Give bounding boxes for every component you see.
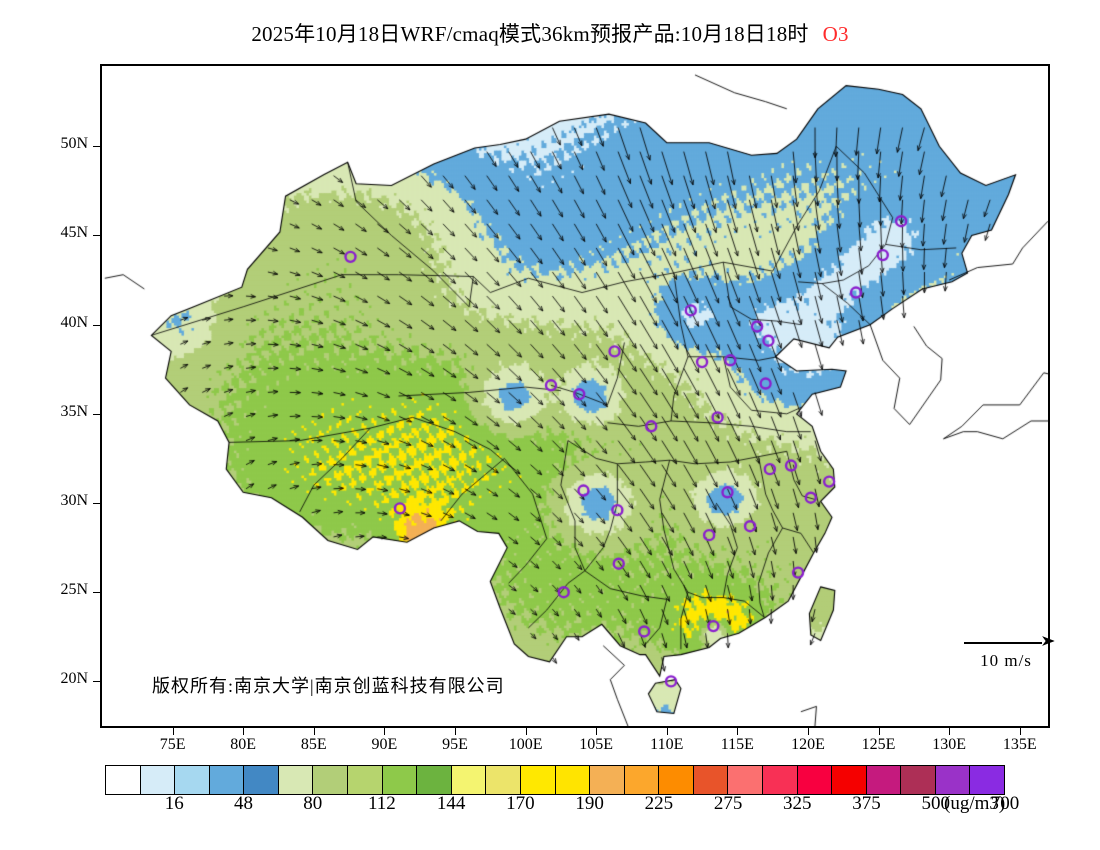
x-axis-label: 85E <box>300 736 327 753</box>
colorbar-swatch[interactable] <box>901 766 936 794</box>
y-axis-label: 45N <box>60 224 88 242</box>
colorbar-swatch[interactable] <box>590 766 625 794</box>
colorbar-swatch[interactable] <box>175 766 210 794</box>
y-axis-label: 35N <box>60 402 88 420</box>
colorbar-swatch[interactable] <box>209 766 245 794</box>
x-axis-tick <box>454 728 456 735</box>
x-axis-tick <box>384 728 386 735</box>
colorbar-swatch[interactable] <box>348 766 383 794</box>
y-axis-label: 25N <box>60 581 88 599</box>
colorbar-swatch[interactable] <box>866 766 902 794</box>
x-axis-label: 125E <box>861 736 896 753</box>
colorbar-swatch[interactable] <box>555 766 591 794</box>
x-axis-label: 130E <box>932 736 967 753</box>
x-axis-tick <box>949 728 951 735</box>
x-axis-label: 135E <box>1002 736 1037 753</box>
y-axis-label: 20N <box>60 670 88 688</box>
colorbar-tick-label: 225 <box>644 793 674 814</box>
colorbar-swatch[interactable] <box>970 766 1005 794</box>
colorbar-tick-label: 80 <box>303 793 323 814</box>
x-axis-tick <box>596 728 598 735</box>
colorbar-swatch[interactable] <box>935 766 971 794</box>
colorbar-swatch[interactable] <box>762 766 798 794</box>
x-axis-label: 75E <box>159 736 186 753</box>
colorbar[interactable] <box>105 765 1005 795</box>
y-axis-label: 50N <box>60 135 88 153</box>
y-axis-tick <box>93 146 100 148</box>
x-axis-tick <box>243 728 245 735</box>
colorbar-swatch[interactable] <box>624 766 660 794</box>
x-axis-label: 105E <box>579 736 614 753</box>
x-axis-tick <box>172 728 174 735</box>
x-axis-label: 115E <box>720 736 754 753</box>
y-axis-tick <box>93 681 100 683</box>
colorbar-tick-label: 170 <box>506 793 535 814</box>
colorbar-tick-label: 48 <box>233 793 253 814</box>
colorbar-swatch[interactable] <box>417 766 452 794</box>
x-axis-label: 95E <box>442 736 468 753</box>
colorbar-tick-label: 275 <box>713 793 743 814</box>
colorbar-swatch[interactable] <box>106 766 141 794</box>
y-axis-label: 30N <box>60 492 88 510</box>
colorbar-unit-label: (ug/m3) <box>944 793 1006 814</box>
colorbar-tick-label: 375 <box>852 793 881 814</box>
wind-arrow-icon <box>958 636 1055 650</box>
colorbar-swatch[interactable] <box>451 766 487 794</box>
x-axis-label: 120E <box>791 736 825 753</box>
colorbar-tick-label: 112 <box>368 793 396 814</box>
colorbar-swatch[interactable] <box>728 766 763 794</box>
colorbar-tick-label: 700 <box>990 793 1020 814</box>
forecast-map-canvas[interactable] <box>102 66 1048 726</box>
y-axis-tick <box>93 592 100 594</box>
colorbar-tick-label: 144 <box>436 793 466 814</box>
x-axis-tick <box>878 728 880 735</box>
x-axis-tick <box>525 728 527 735</box>
colorbar-tick-label: 500 <box>921 793 951 814</box>
colorbar-swatch[interactable] <box>659 766 694 794</box>
colorbar-swatch[interactable] <box>140 766 176 794</box>
wind-vector-key: 10 m/s <box>958 636 1055 671</box>
copyright-text: 版权所有:南京大学|南京创蓝科技有限公司 <box>152 676 505 696</box>
colorbar-swatch[interactable] <box>832 766 867 794</box>
colorbar-swatch[interactable] <box>278 766 314 794</box>
x-axis-label: 90E <box>371 736 398 753</box>
y-axis-tick <box>93 235 100 237</box>
colorbar-tick-label: 190 <box>575 793 604 814</box>
y-axis-tick <box>93 413 100 415</box>
colorbar-tick-label: 16 <box>164 793 184 814</box>
chart-title: 2025年10月18日WRF/cmaq模式36km预报产品:10月18日18时 O… <box>0 18 1100 48</box>
x-axis-tick <box>666 728 668 735</box>
colorbar-swatch[interactable] <box>693 766 729 794</box>
x-axis-label: 100E <box>508 736 543 753</box>
title-species-label: O3 <box>822 22 849 46</box>
y-axis-tick <box>93 324 100 326</box>
title-main-text: 2025年10月18日WRF/cmaq模式36km预报产品:10月18日18时 <box>251 22 809 46</box>
x-axis-tick <box>737 728 739 735</box>
map-plot-frame[interactable] <box>100 64 1050 728</box>
colorbar-tick-labels: 16 48 80 112 144 170 190 225 275 325 375 500 700 <box>105 793 1020 817</box>
colorbar-swatch[interactable] <box>520 766 556 794</box>
y-axis-tick <box>93 503 100 505</box>
y-axis-label: 40N <box>60 313 88 331</box>
x-axis-tick <box>807 728 809 735</box>
x-axis-tick <box>1019 728 1021 735</box>
x-axis-tick <box>313 728 315 735</box>
colorbar-swatch[interactable] <box>797 766 833 794</box>
wind-key-label: 10 m/s <box>980 651 1032 670</box>
colorbar-swatch[interactable] <box>244 766 279 794</box>
colorbar-swatch[interactable] <box>382 766 418 794</box>
colorbar-tick-label: 325 <box>783 793 812 814</box>
x-axis-label: 80E <box>230 736 257 753</box>
colorbar-swatch[interactable] <box>486 766 521 794</box>
colorbar-swatch[interactable] <box>313 766 349 794</box>
x-axis-label: 110E <box>650 736 684 753</box>
